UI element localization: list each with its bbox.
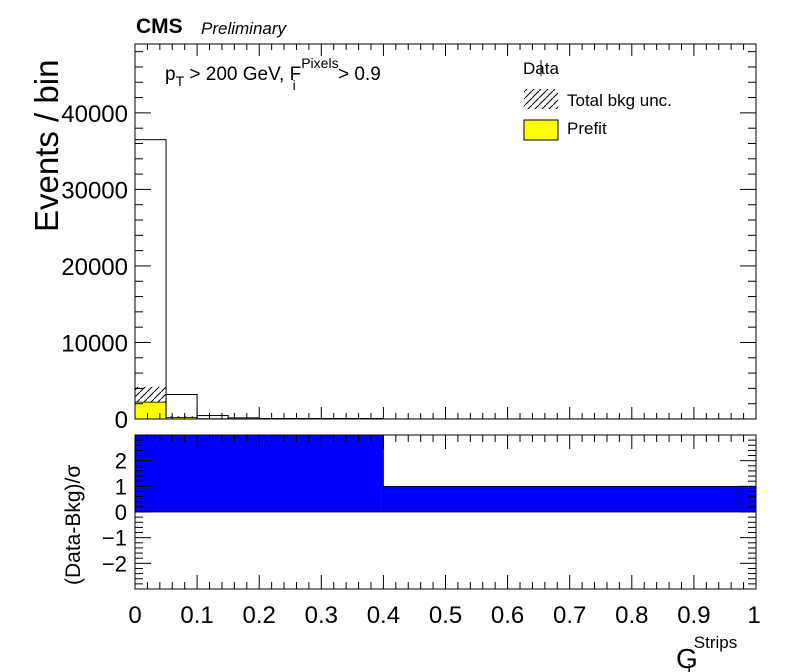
pull-bar [382, 485, 757, 513]
ratio-y-tick-label: 1 [115, 474, 127, 499]
cms-label: CMS [136, 15, 183, 38]
y-tick-label: 30000 [61, 177, 128, 204]
x-tick-label: 0.7 [553, 602, 586, 629]
x-tick-label: 0.3 [305, 602, 338, 629]
ratio-y-axis-title: (Data-Bkg)/σ [62, 465, 85, 585]
y-tick-label: 10000 [61, 330, 128, 357]
main-y-axis-title: Events / bin [28, 60, 65, 232]
y-tick-label: 0 [115, 407, 128, 434]
legend-entry-data: Data [523, 59, 559, 78]
x-tick-label: 0.8 [615, 602, 648, 629]
data-bar [165, 394, 198, 420]
main-y-tick-labels: 0 10000 20000 30000 40000 [61, 101, 128, 434]
ratio-y-tick-label: 2 [115, 449, 127, 474]
legend-prefit-swatch [523, 119, 559, 141]
legend-entry-total-bkg: Total bkg unc. [524, 89, 672, 110]
ratio-y-tick-label: −1 [102, 526, 127, 551]
x-axis-title: GStrips i [676, 633, 737, 672]
selection-label: pT > 200 GeV, FPixels i > 0.9 [165, 55, 381, 93]
data-bar [134, 139, 167, 420]
main-panel: 0 10000 20000 30000 40000 Events / bin pT > … [28, 43, 757, 434]
x-tick-label: 0.9 [677, 602, 710, 629]
main-histogram [134, 139, 757, 420]
x-tick-label: 0.6 [491, 602, 524, 629]
ratio-y-tick-label: −2 [102, 551, 127, 576]
legend: Data Total bkg unc. Prefit [523, 59, 672, 141]
legend-label-prefit: Prefit [567, 119, 607, 138]
x-tick-label: 0.2 [243, 602, 276, 629]
x-tick-label: 0 [128, 602, 141, 629]
x-tick-label: 0.5 [429, 602, 462, 629]
x-tick-label: 0.1 [180, 602, 213, 629]
x-tick-label: 0.4 [367, 602, 400, 629]
legend-hatch-fill [524, 89, 558, 109]
x-tick-labels: 0 0.1 0.2 0.3 0.4 0.5 0.6 0.7 0.8 0.9 1 [128, 602, 760, 629]
legend-label-total-bkg: Total bkg unc. [567, 91, 672, 110]
ratio-y-tick-label: 0 [115, 500, 127, 525]
y-tick-label: 20000 [61, 254, 128, 281]
ratio-axis-ticks [134, 434, 757, 590]
legend-label-data: Data [523, 59, 559, 78]
prefit-bar [134, 401, 167, 420]
x-tick-label: 1 [747, 602, 760, 629]
main-axis-ticks [134, 44, 757, 420]
preliminary-label: Preliminary [201, 19, 288, 38]
y-tick-label: 40000 [61, 101, 128, 128]
legend-hatch-swatch [524, 89, 558, 109]
legend-entry-prefit: Prefit [523, 119, 607, 141]
